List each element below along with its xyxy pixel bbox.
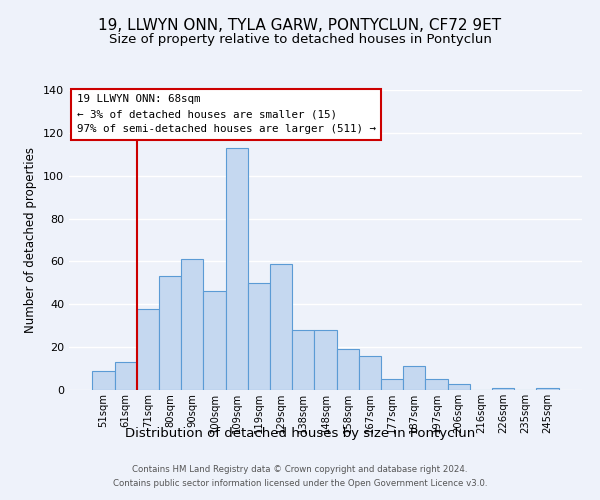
- Bar: [448, 384, 470, 390]
- Text: 19, LLWYN ONN, TYLA GARW, PONTYCLUN, CF72 9ET: 19, LLWYN ONN, TYLA GARW, PONTYCLUN, CF7…: [98, 18, 502, 32]
- Bar: [381, 380, 403, 390]
- Bar: [226, 148, 248, 390]
- Bar: [536, 388, 559, 390]
- Y-axis label: Number of detached properties: Number of detached properties: [25, 147, 37, 333]
- Bar: [137, 308, 159, 390]
- Bar: [425, 380, 448, 390]
- Text: Contains HM Land Registry data © Crown copyright and database right 2024.: Contains HM Land Registry data © Crown c…: [132, 466, 468, 474]
- Bar: [181, 260, 203, 390]
- Bar: [292, 330, 314, 390]
- Text: Size of property relative to detached houses in Pontyclun: Size of property relative to detached ho…: [109, 32, 491, 46]
- Bar: [248, 283, 270, 390]
- Bar: [203, 292, 226, 390]
- Bar: [115, 362, 137, 390]
- Text: Distribution of detached houses by size in Pontyclun: Distribution of detached houses by size …: [125, 428, 475, 440]
- Bar: [92, 370, 115, 390]
- Bar: [492, 388, 514, 390]
- Bar: [159, 276, 181, 390]
- Text: 19 LLWYN ONN: 68sqm
← 3% of detached houses are smaller (15)
97% of semi-detache: 19 LLWYN ONN: 68sqm ← 3% of detached hou…: [77, 94, 376, 134]
- Bar: [337, 350, 359, 390]
- Bar: [314, 330, 337, 390]
- Bar: [403, 366, 425, 390]
- Bar: [270, 264, 292, 390]
- Bar: [359, 356, 381, 390]
- Text: Contains public sector information licensed under the Open Government Licence v3: Contains public sector information licen…: [113, 479, 487, 488]
